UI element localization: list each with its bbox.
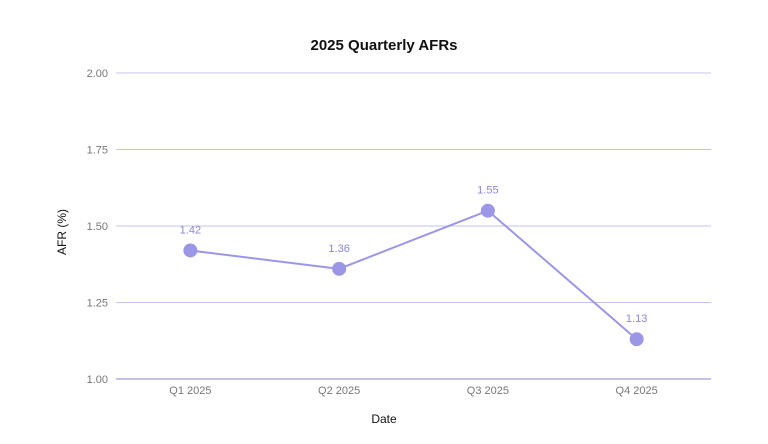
x-tick-labels: Q1 2025 Q2 2025 Q3 2025 Q4 2025 <box>169 385 657 397</box>
y-axis-title: AFR (%) <box>55 209 69 255</box>
chart-title: 2025 Quarterly AFRs <box>310 37 457 54</box>
data-point <box>183 243 198 258</box>
data-point <box>480 203 495 218</box>
x-tick-label: Q2 2025 <box>318 385 360 397</box>
x-tick-label: Q4 2025 <box>616 385 658 397</box>
series-group: 1.42 1.36 1.55 1.13 <box>180 185 647 347</box>
x-tick-label: Q1 2025 <box>169 385 211 397</box>
y-tick-labels: 1.00 1.25 1.50 1.75 2.00 <box>87 68 108 386</box>
y-tick-label: 1.75 <box>87 145 108 157</box>
data-label: 1.13 <box>626 313 647 325</box>
x-tick-label: Q3 2025 <box>467 385 509 397</box>
y-tick-label: 2.00 <box>87 68 108 80</box>
series-line <box>190 209 638 340</box>
y-tick-label: 1.25 <box>87 298 108 310</box>
data-point <box>332 261 347 276</box>
data-label: 1.55 <box>477 185 498 197</box>
y-tick-label: 1.50 <box>87 221 108 233</box>
data-point <box>629 332 644 347</box>
gridlines <box>116 72 711 380</box>
data-label: 1.36 <box>328 243 349 255</box>
x-axis-title: Date <box>371 412 397 426</box>
data-label: 1.42 <box>180 224 201 236</box>
y-tick-label: 1.00 <box>87 374 108 386</box>
